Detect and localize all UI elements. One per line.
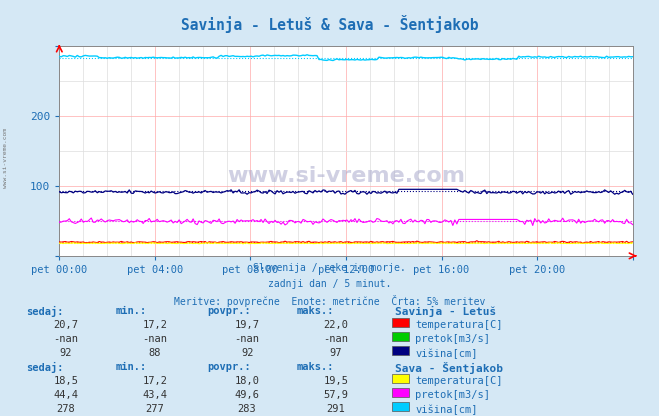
Text: -nan: -nan [53,334,78,344]
Text: min.:: min.: [115,362,146,372]
Text: 22,0: 22,0 [324,320,349,330]
Text: višina[cm]: višina[cm] [415,404,478,415]
Text: temperatura[C]: temperatura[C] [415,376,503,386]
Text: Savinja - Letuš: Savinja - Letuš [395,306,497,317]
Text: višina[cm]: višina[cm] [415,348,478,359]
Text: min.:: min.: [115,306,146,316]
Text: povpr.:: povpr.: [208,306,251,316]
Text: 18,0: 18,0 [235,376,260,386]
Text: -nan: -nan [235,334,260,344]
Text: 92: 92 [241,348,253,358]
Text: 277: 277 [146,404,164,414]
Text: pretok[m3/s]: pretok[m3/s] [415,390,490,400]
Text: temperatura[C]: temperatura[C] [415,320,503,330]
Text: 291: 291 [327,404,345,414]
Text: 49,6: 49,6 [235,390,260,400]
Text: www.si-vreme.com: www.si-vreme.com [227,166,465,186]
Text: 57,9: 57,9 [324,390,349,400]
Text: 17,2: 17,2 [142,376,167,386]
Text: 43,4: 43,4 [142,390,167,400]
Text: zadnji dan / 5 minut.: zadnji dan / 5 minut. [268,279,391,289]
Text: 20,7: 20,7 [53,320,78,330]
Text: -nan: -nan [142,334,167,344]
Text: 18,5: 18,5 [53,376,78,386]
Text: 44,4: 44,4 [53,390,78,400]
Text: 19,5: 19,5 [324,376,349,386]
Text: 92: 92 [60,348,72,358]
Text: 88: 88 [149,348,161,358]
Text: sedaj:: sedaj: [26,306,64,317]
Text: www.si-vreme.com: www.si-vreme.com [3,128,8,188]
Text: -nan: -nan [324,334,349,344]
Text: 278: 278 [57,404,75,414]
Text: povpr.:: povpr.: [208,362,251,372]
Text: maks.:: maks.: [297,362,334,372]
Text: 17,2: 17,2 [142,320,167,330]
Text: 19,7: 19,7 [235,320,260,330]
Text: sedaj:: sedaj: [26,362,64,373]
Text: 283: 283 [238,404,256,414]
Text: Slovenija / reke in morje.: Slovenija / reke in morje. [253,263,406,273]
Text: Savinja - Letuš & Sava - Šentjakob: Savinja - Letuš & Sava - Šentjakob [181,15,478,32]
Text: pretok[m3/s]: pretok[m3/s] [415,334,490,344]
Text: Sava - Šentjakob: Sava - Šentjakob [395,362,503,374]
Text: maks.:: maks.: [297,306,334,316]
Text: 97: 97 [330,348,342,358]
Text: Meritve: povprečne  Enote: metrične  Črta: 5% meritev: Meritve: povprečne Enote: metrične Črta:… [174,295,485,307]
